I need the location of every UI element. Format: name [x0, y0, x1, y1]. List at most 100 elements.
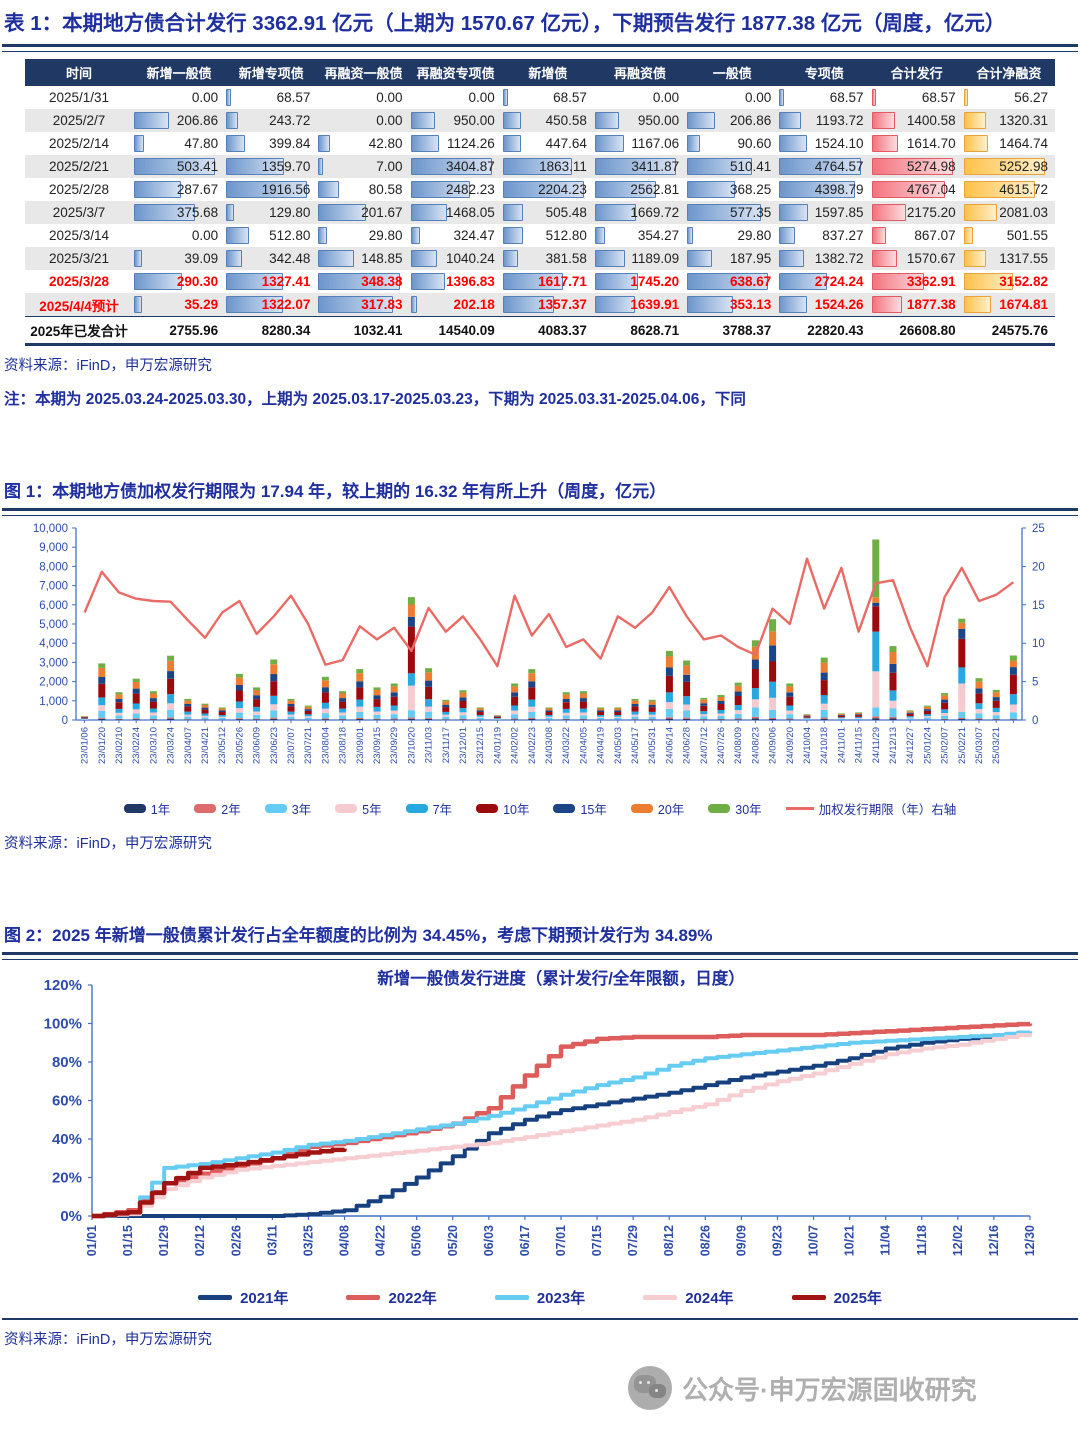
data-bar: [318, 296, 393, 313]
cell: 1597.85: [778, 201, 871, 224]
cell: 1745.20: [594, 270, 686, 293]
cell: 505.48: [501, 201, 594, 224]
data-bar: [963, 89, 969, 106]
svg-text:01/15: 01/15: [121, 1225, 135, 1256]
cell: 1464.74: [963, 132, 1055, 155]
data-bar: [871, 296, 902, 313]
legend-item-line: 加权发行期限（年）右轴: [785, 799, 956, 818]
data-bar: [779, 181, 855, 198]
legend-swatch: [494, 1295, 529, 1300]
cell: 375.68: [133, 201, 226, 224]
table-row: 2025/2/14 47.80 399.84 42.80 1124.26 447.64 11…: [25, 132, 1055, 155]
data-bar: [871, 158, 953, 175]
svg-text:10: 10: [1032, 638, 1045, 650]
svg-text:6,000: 6,000: [39, 600, 68, 612]
svg-text:10/07: 10/07: [807, 1225, 821, 1256]
legend-swatch: [198, 1295, 233, 1300]
svg-text:24/11/15: 24/11/15: [854, 727, 865, 763]
svg-text:24/09/20: 24/09/20: [785, 727, 796, 764]
svg-text:24/08/23: 24/08/23: [750, 727, 761, 764]
svg-text:12/02: 12/02: [951, 1225, 965, 1256]
svg-text:05/20: 05/20: [446, 1225, 460, 1256]
row-date: 2025/2/21: [25, 155, 133, 178]
cell: 148.85: [317, 247, 410, 270]
cell: 0.00: [191, 90, 219, 105]
svg-text:24/03/22: 24/03/22: [561, 727, 572, 764]
data-bar: [318, 227, 328, 244]
total-cell: 2755.96: [133, 316, 226, 343]
cell: 2562.81: [594, 178, 686, 201]
data-bar: [594, 181, 657, 198]
legend-swatch: [708, 804, 731, 813]
data-bar: [779, 227, 796, 244]
svg-text:24/10/18: 24/10/18: [819, 727, 830, 764]
svg-text:23/05/26: 23/05/26: [234, 727, 245, 764]
data-bar: [134, 273, 182, 290]
cell: 5274.98: [870, 155, 963, 178]
data-bar: [871, 250, 898, 267]
data-bar: [963, 181, 1036, 198]
data-bar: [687, 181, 735, 198]
cell: 1167.06: [594, 132, 686, 155]
legend-item: 15年: [553, 799, 607, 818]
data-bar: [134, 158, 216, 175]
cell: 290.30: [133, 270, 225, 293]
cell: 867.07: [871, 224, 963, 247]
svg-text:24/07/26: 24/07/26: [716, 727, 727, 764]
data-bar: [318, 204, 367, 221]
legend-item: 2年: [194, 799, 241, 818]
cell: 29.80: [317, 224, 409, 247]
cell: 1400.58: [870, 109, 963, 132]
legend-item: 10年: [476, 799, 529, 818]
data-bar: [318, 135, 331, 152]
legend-item: 1年: [123, 799, 170, 818]
svg-text:23/12/15: 23/12/15: [475, 727, 486, 764]
svg-text:100%: 100%: [44, 1016, 82, 1033]
wechat-icon: [628, 1366, 672, 1410]
svg-text:23/01/20: 23/01/20: [97, 727, 108, 764]
row-date: 2025/4/4预计: [25, 293, 133, 317]
fig1-title: 图 1：本期地方债加权发行期限为 17.94 年，较上期的 16.32 年有所上…: [4, 482, 667, 501]
col-header: 再融资债: [593, 59, 687, 86]
svg-text:23/03/10: 23/03/10: [148, 727, 159, 764]
svg-text:02/26: 02/26: [229, 1225, 243, 1256]
data-bar: [779, 250, 805, 267]
svg-text:12/30: 12/30: [1023, 1225, 1037, 1256]
wechat-watermark: 公众号·申万宏源固收研究: [628, 1366, 977, 1410]
svg-text:23/06/23: 23/06/23: [269, 727, 280, 764]
table-row: 2025/2/21 503.41 1359.70 7.00 3404.87 1863.11…: [25, 155, 1055, 178]
cell: 399.84: [225, 132, 317, 155]
legend-swatch: [643, 1295, 678, 1300]
svg-text:1,000: 1,000: [39, 696, 68, 708]
cell: 503.41: [133, 155, 226, 178]
svg-text:06/17: 06/17: [518, 1225, 532, 1256]
cell: 1327.41: [225, 270, 317, 293]
cell: 510.41: [686, 155, 779, 178]
svg-text:24/09/06: 24/09/06: [768, 727, 779, 764]
cell: 68.57: [778, 86, 870, 109]
data-bar: [410, 158, 492, 175]
data-bar: [318, 181, 339, 198]
cell: 950.00: [593, 109, 687, 132]
data-bar: [134, 135, 144, 152]
svg-text:40%: 40%: [52, 1131, 82, 1148]
data-bar: [502, 112, 521, 129]
data-bar: [871, 204, 907, 221]
svg-text:23/08/04: 23/08/04: [320, 727, 331, 764]
svg-text:20: 20: [1032, 561, 1045, 573]
cell: 1617.71: [502, 270, 594, 293]
data-bar: [779, 135, 807, 152]
cell: 501.55: [963, 224, 1055, 247]
svg-text:03/11: 03/11: [265, 1225, 279, 1256]
data-bar: [779, 112, 802, 129]
data-bar: [871, 227, 887, 244]
cell: 512.80: [225, 224, 317, 247]
cell: 1359.70: [225, 155, 318, 178]
data-bar: [502, 250, 519, 267]
cell: 1322.07: [225, 293, 318, 317]
legend-item: 5年: [335, 799, 382, 818]
cell: 47.80: [133, 132, 225, 155]
table-row: 2025/3/14 0.00 512.80 29.80 324.47 512.80 354.…: [25, 224, 1055, 247]
svg-text:23/07/07: 23/07/07: [286, 727, 297, 764]
table-row: 2025/3/21 39.09 342.48 148.85 1040.24 381.58 1…: [25, 247, 1055, 270]
